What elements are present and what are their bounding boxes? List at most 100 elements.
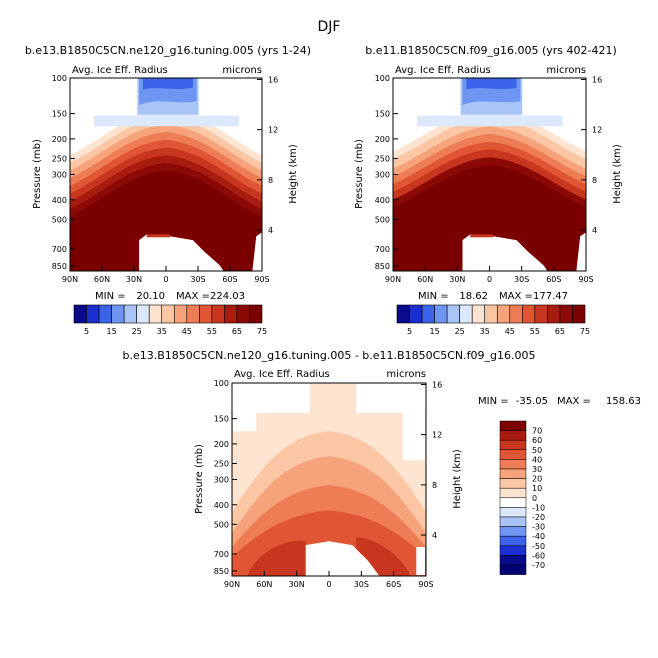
colorbar-label: 15 <box>430 327 440 336</box>
colorbar-swatch <box>434 304 448 324</box>
panel-2-max-label: MAX = <box>499 291 533 302</box>
colorbar-label: 25 <box>455 327 465 336</box>
terrain-mask <box>139 234 224 271</box>
colorbar-swatch <box>534 304 548 324</box>
panel-3-ytick: 100 <box>214 379 229 388</box>
mask-region <box>402 411 425 461</box>
colorbar-swatch <box>173 304 188 324</box>
panel-2-xtick: 90S <box>578 275 593 284</box>
colorbar-swatch <box>471 304 486 324</box>
colorbar-label: 30 <box>532 465 542 474</box>
panel-2-xtick: 60S <box>546 275 561 284</box>
panel-3-ytick: 200 <box>214 440 229 449</box>
panel-3-ytick-right: 12 <box>432 431 442 440</box>
panel-2-ytick: 200 <box>375 135 390 144</box>
panel-3-units: microns <box>386 369 426 380</box>
colorbar-label: -50 <box>532 542 545 551</box>
season-title: DJF <box>318 19 341 35</box>
panel-2-title: b.e11.B1850C5CN.f09_g16.005 (yrs 402-421… <box>365 44 617 57</box>
colorbar-swatch <box>236 304 250 324</box>
panel-1-ytick: 850 <box>52 262 67 271</box>
panel-3-xtick: 30S <box>354 580 369 589</box>
panel-2-xtick: 0 <box>487 275 492 284</box>
mask-region <box>562 114 585 127</box>
panel-1-xtick: 90N <box>62 275 78 284</box>
colorbar-label: 45 <box>505 327 515 336</box>
panel-1-max-value: 224.03 <box>210 291 245 302</box>
panel-1-colorbar: 5 15 25 35 45 55 65 75 <box>73 304 267 336</box>
colorbar-swatch <box>547 304 561 324</box>
colorbar-swatch <box>249 304 263 324</box>
colorbar-label: 70 <box>532 427 542 436</box>
panel-3-ytick: 700 <box>214 550 229 559</box>
mask-region <box>233 384 310 413</box>
panel-1-variable: Avg. Ice Eff. Radius <box>72 65 168 76</box>
colorbar-swatch <box>509 304 523 324</box>
top-band-core <box>466 78 517 90</box>
panel-2-colorbar: 5 15 25 35 45 55 65 75 <box>396 304 590 336</box>
colorbar-label: 55 <box>207 327 217 336</box>
panel-3-ytick: 300 <box>214 476 229 485</box>
colorbar-swatch <box>446 304 460 324</box>
panel-1-axes: 90N 60N 30N 0 30S 60S 90S 100 150 200 250 300 400 500… <box>52 74 278 284</box>
colorbar-swatch <box>499 545 527 556</box>
panel-2-ytick: 250 <box>375 154 390 163</box>
panel-2-xtick: 30N <box>449 275 465 284</box>
panel-1-units: microns <box>222 65 262 76</box>
panel-2-ytick: 700 <box>375 245 390 254</box>
panel-2-xtick: 90N <box>385 275 401 284</box>
colorbar-label: 75 <box>257 327 267 336</box>
panel-1-ytick-right: 12 <box>268 126 278 135</box>
panel-2-ytick: 150 <box>375 110 390 119</box>
colorbar-swatch <box>161 304 175 324</box>
colorbar-swatch <box>499 526 527 537</box>
colorbar-swatch <box>73 304 87 324</box>
panel-2-ylabel-right: Height (km) <box>612 144 623 204</box>
panel-3-xtick: 60S <box>386 580 401 589</box>
panel-2-ytick-right: 12 <box>592 126 602 135</box>
colorbar-swatch <box>186 304 200 324</box>
panel-2-min-label: MIN = <box>418 291 449 302</box>
panel-1-ytick: 100 <box>52 74 67 83</box>
colorbar-label: 50 <box>532 446 542 455</box>
panel-1-xtick: 30N <box>126 275 142 284</box>
colorbar-label: -20 <box>532 513 545 522</box>
colorbar-swatch <box>484 304 498 324</box>
panel-1-xtick: 90S <box>254 275 269 284</box>
panel-3-ytick: 500 <box>214 520 229 529</box>
panel-1-ytick: 400 <box>52 196 67 205</box>
panel-3-variable: Avg. Ice Eff. Radius <box>234 369 330 380</box>
colorbar-swatch <box>409 304 423 324</box>
top-band <box>309 383 357 414</box>
panel-3-title: b.e13.B1850C5CN.ne120_g16.tuning.005 - b… <box>122 349 535 362</box>
panel-3-ytick: 850 <box>214 567 229 576</box>
colorbar-swatch <box>459 304 473 324</box>
colorbar-label: 65 <box>555 327 565 336</box>
panel-1-max-label: MAX = <box>176 291 210 302</box>
panel-2-ylabel: Pressure (mb) <box>354 139 365 209</box>
panel-1-xtick: 60N <box>94 275 110 284</box>
panel-3-max-value: 158.63 <box>606 396 641 407</box>
colorbar-label: 0 <box>532 494 537 503</box>
colorbar-swatch <box>499 487 527 499</box>
panel-3-ylabel: Pressure (mb) <box>194 444 205 514</box>
mask-region <box>522 79 585 116</box>
colorbar-swatch <box>98 304 112 324</box>
colorbar-swatch <box>499 564 527 575</box>
contour-band <box>70 170 262 271</box>
colorbar-swatch <box>496 304 511 324</box>
panel-3-xtick: 30N <box>289 580 305 589</box>
terrain-mask <box>305 541 380 576</box>
colorbar-label: 40 <box>532 455 542 464</box>
colorbar-swatch <box>559 304 573 324</box>
colorbar-label: 25 <box>132 327 142 336</box>
panel-2-ytick-right: 8 <box>592 176 597 185</box>
colorbar-swatch <box>499 459 527 470</box>
panel-2-ytick: 850 <box>375 262 390 271</box>
colorbar-swatch <box>499 478 527 489</box>
colorbar-label: 15 <box>107 327 117 336</box>
panel-3-min-label: MIN = <box>478 396 509 407</box>
panel-1-ytick: 700 <box>52 245 67 254</box>
colorbar-label: 65 <box>232 327 242 336</box>
